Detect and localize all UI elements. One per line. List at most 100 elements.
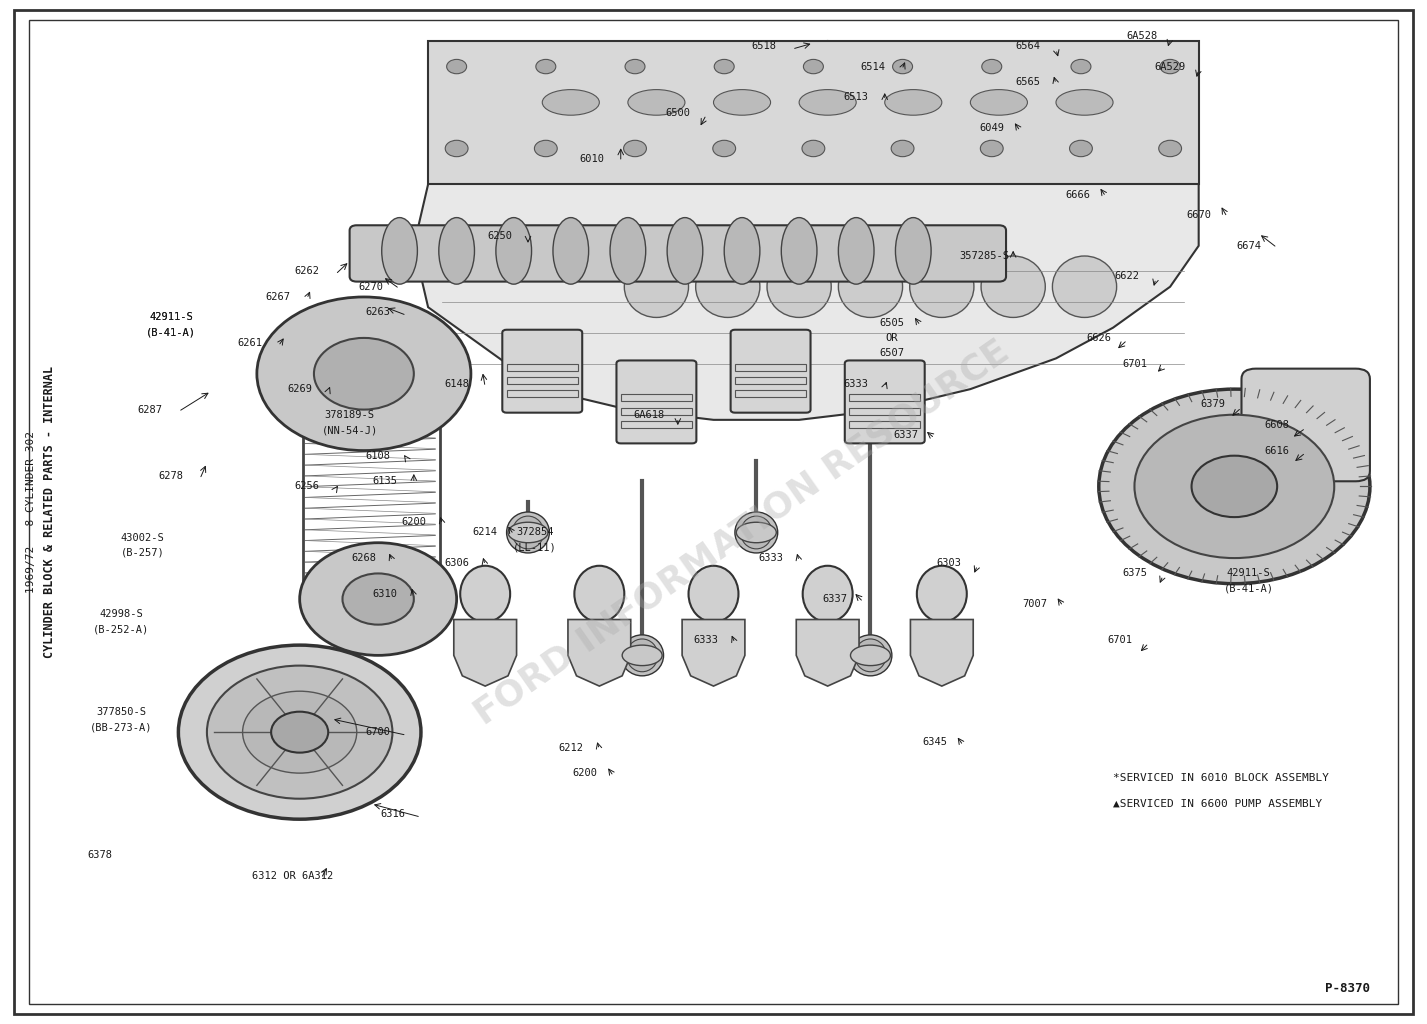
Circle shape bbox=[1070, 140, 1092, 157]
Text: 6278: 6278 bbox=[158, 471, 184, 481]
Text: 6666: 6666 bbox=[1065, 189, 1090, 200]
Ellipse shape bbox=[850, 645, 890, 666]
Ellipse shape bbox=[1052, 256, 1116, 317]
Text: 43002-S: 43002-S bbox=[121, 532, 164, 543]
Circle shape bbox=[625, 59, 645, 74]
Bar bbox=[735, 377, 806, 384]
Circle shape bbox=[1099, 389, 1370, 584]
Text: 6200: 6200 bbox=[401, 517, 427, 527]
Ellipse shape bbox=[849, 635, 892, 676]
Text: 6674: 6674 bbox=[1236, 241, 1261, 251]
Text: 6263: 6263 bbox=[365, 307, 391, 317]
Text: 42911-S: 42911-S bbox=[150, 312, 193, 323]
Ellipse shape bbox=[782, 218, 816, 284]
Text: 42911-S: 42911-S bbox=[150, 312, 193, 323]
Ellipse shape bbox=[459, 565, 511, 623]
Text: (B-41-A): (B-41-A) bbox=[146, 328, 197, 338]
Ellipse shape bbox=[696, 256, 759, 317]
Text: 6310: 6310 bbox=[372, 589, 398, 599]
Text: 6148: 6148 bbox=[444, 379, 469, 389]
Text: 6379: 6379 bbox=[1200, 399, 1226, 410]
FancyBboxPatch shape bbox=[616, 360, 696, 443]
Text: 6312 OR 6A312: 6312 OR 6A312 bbox=[253, 870, 332, 881]
Text: 6212: 6212 bbox=[558, 742, 584, 753]
Bar bbox=[621, 394, 692, 401]
Ellipse shape bbox=[626, 639, 658, 672]
Text: 6701: 6701 bbox=[1107, 635, 1133, 645]
Ellipse shape bbox=[512, 516, 544, 549]
Text: 378189-S: 378189-S bbox=[324, 410, 375, 420]
Text: 6214: 6214 bbox=[472, 527, 498, 538]
Text: 6608: 6608 bbox=[1264, 420, 1290, 430]
Circle shape bbox=[624, 140, 646, 157]
Text: (B-41-A): (B-41-A) bbox=[146, 328, 197, 338]
Text: 6500: 6500 bbox=[665, 108, 691, 118]
Ellipse shape bbox=[799, 90, 856, 115]
Bar bbox=[849, 408, 920, 415]
Ellipse shape bbox=[768, 256, 831, 317]
Bar bbox=[735, 390, 806, 397]
Text: 6333: 6333 bbox=[694, 635, 719, 645]
FancyBboxPatch shape bbox=[845, 360, 925, 443]
Circle shape bbox=[314, 338, 414, 410]
Polygon shape bbox=[910, 620, 973, 686]
Ellipse shape bbox=[625, 256, 689, 317]
Circle shape bbox=[1134, 415, 1334, 558]
Text: 6250: 6250 bbox=[487, 230, 512, 241]
Ellipse shape bbox=[507, 512, 549, 553]
Circle shape bbox=[243, 691, 357, 773]
Text: 6345: 6345 bbox=[922, 737, 948, 748]
Text: 6270: 6270 bbox=[358, 282, 384, 292]
Circle shape bbox=[257, 297, 471, 451]
Ellipse shape bbox=[802, 565, 852, 623]
Polygon shape bbox=[568, 620, 631, 686]
Ellipse shape bbox=[896, 218, 930, 284]
Text: *SERVICED IN 6010 BLOCK ASSEMBLY: *SERVICED IN 6010 BLOCK ASSEMBLY bbox=[1113, 773, 1329, 783]
Text: 1969/72   8 CYLINDER 302: 1969/72 8 CYLINDER 302 bbox=[26, 431, 37, 593]
Polygon shape bbox=[796, 620, 859, 686]
Ellipse shape bbox=[838, 218, 873, 284]
Text: 6262: 6262 bbox=[294, 266, 320, 276]
Circle shape bbox=[342, 573, 414, 625]
Bar bbox=[428, 41, 1199, 184]
Text: 6108: 6108 bbox=[365, 451, 391, 461]
Ellipse shape bbox=[542, 90, 599, 115]
Ellipse shape bbox=[554, 218, 589, 284]
Circle shape bbox=[178, 645, 421, 819]
Ellipse shape bbox=[1056, 90, 1113, 115]
Text: 6287: 6287 bbox=[137, 404, 163, 415]
Ellipse shape bbox=[970, 90, 1027, 115]
Circle shape bbox=[893, 59, 913, 74]
Text: 6337: 6337 bbox=[822, 594, 848, 604]
Circle shape bbox=[802, 140, 825, 157]
Ellipse shape bbox=[621, 635, 664, 676]
Circle shape bbox=[534, 140, 557, 157]
Text: 6A529: 6A529 bbox=[1154, 61, 1186, 72]
Text: (NN-54-J): (NN-54-J) bbox=[321, 425, 378, 435]
Text: 6269: 6269 bbox=[287, 384, 313, 394]
Ellipse shape bbox=[885, 90, 942, 115]
Ellipse shape bbox=[839, 256, 902, 317]
Bar bbox=[735, 364, 806, 371]
Polygon shape bbox=[454, 620, 517, 686]
Text: (B-257): (B-257) bbox=[121, 548, 164, 558]
Ellipse shape bbox=[611, 218, 645, 284]
Ellipse shape bbox=[982, 256, 1045, 317]
Bar bbox=[507, 377, 578, 384]
Bar bbox=[849, 421, 920, 428]
Text: 6256: 6256 bbox=[294, 481, 320, 492]
Text: 6135: 6135 bbox=[372, 476, 398, 486]
Text: 7007: 7007 bbox=[1022, 599, 1047, 609]
Text: 6670: 6670 bbox=[1186, 210, 1212, 220]
Text: 6700: 6700 bbox=[365, 727, 391, 737]
Text: 6518: 6518 bbox=[751, 41, 776, 51]
Text: 6378: 6378 bbox=[87, 850, 113, 860]
Text: P-8370: P-8370 bbox=[1324, 982, 1370, 994]
Ellipse shape bbox=[508, 522, 548, 543]
Circle shape bbox=[535, 59, 557, 74]
Circle shape bbox=[803, 59, 823, 74]
Text: 6375: 6375 bbox=[1122, 568, 1147, 579]
Circle shape bbox=[982, 59, 1002, 74]
Bar bbox=[849, 394, 920, 401]
Text: 377850-S: 377850-S bbox=[96, 707, 147, 717]
